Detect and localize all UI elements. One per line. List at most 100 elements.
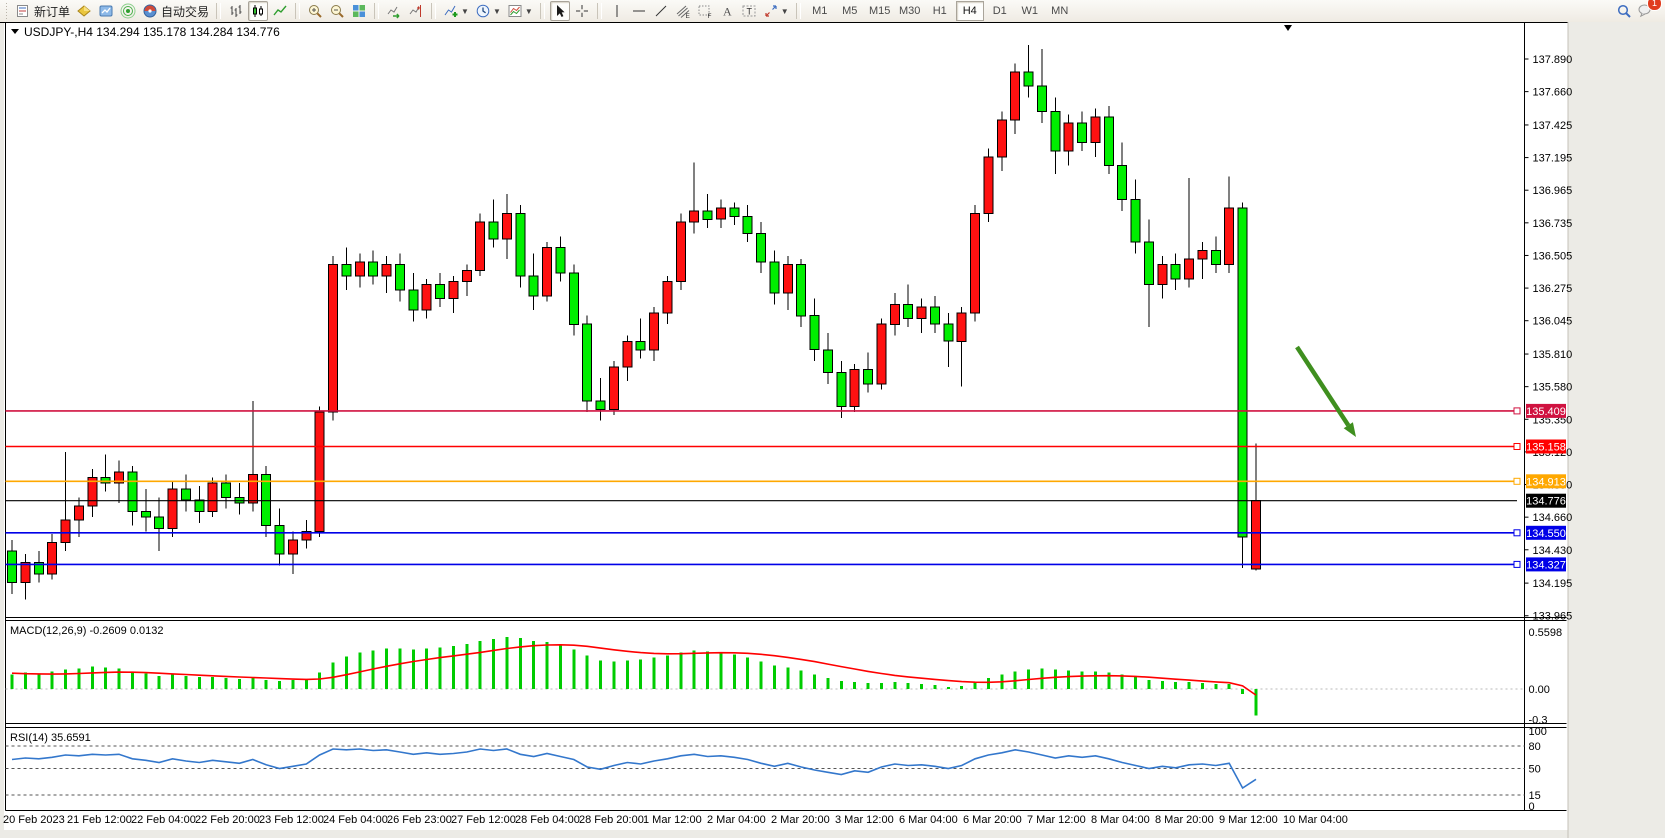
svg-text:2 Mar 04:00: 2 Mar 04:00 (707, 814, 766, 826)
svg-text:28 Feb 04:00: 28 Feb 04:00 (515, 814, 580, 826)
dropdown-arrow-icon: ▼ (492, 6, 501, 16)
toolbar-separator (795, 3, 801, 19)
svg-text:9 Mar 12:00: 9 Mar 12:00 (1219, 814, 1278, 826)
line-chart-button[interactable] (270, 1, 290, 21)
trendline-button[interactable] (651, 1, 671, 21)
autotrading-button[interactable]: 自动交易 (140, 1, 211, 21)
svg-text:135.409: 135.409 (1526, 406, 1566, 418)
text-label-button[interactable]: T (739, 1, 759, 21)
svg-text:137.195: 137.195 (1533, 153, 1573, 165)
svg-text:22 Feb 20:00: 22 Feb 20:00 (195, 814, 260, 826)
timeframe-button-w1[interactable]: W1 (1021, 5, 1038, 17)
zoom-out-button[interactable] (327, 1, 347, 21)
svg-text:3 Mar 12:00: 3 Mar 12:00 (835, 814, 894, 826)
svg-text:134.327: 134.327 (1526, 559, 1566, 571)
svg-text:2 Mar 20:00: 2 Mar 20:00 (771, 814, 830, 826)
equidistant-channel-button[interactable]: F (695, 1, 715, 21)
macd-histogram (5, 637, 1525, 716)
chart-area[interactable]: 137.890 137.660 137.425 137.195 136.965 136.7… (0, 22, 1665, 838)
arrows-button[interactable]: ▼ (761, 1, 791, 21)
gold-button[interactable] (74, 1, 94, 21)
vertical-line-icon (616, 5, 618, 17)
svg-text:134.660: 134.660 (1533, 512, 1573, 524)
main-toolbar: 新订单 自动交易 ▼ ▼ ▼ E F A T ▼ M1 M5 M15 M30 H1 H4 D1 W1 MN 1 (0, 0, 1665, 22)
auto-scroll-button[interactable] (384, 1, 404, 21)
signals-icon (120, 3, 136, 19)
toolbar-separator (596, 3, 602, 19)
svg-text:21 Feb 12:00: 21 Feb 12:00 (67, 814, 132, 826)
svg-text:8 Mar 20:00: 8 Mar 20:00 (1155, 814, 1214, 826)
add-indicator-button[interactable]: ▼ (441, 1, 471, 21)
new-order-button[interactable]: 新订单 (13, 1, 72, 21)
autotrading-label: 自动交易 (161, 4, 210, 19)
bar-chart-button[interactable] (226, 1, 246, 21)
new-order-icon (17, 5, 28, 17)
annotation-arrow-head[interactable] (1343, 422, 1356, 437)
annotation-arrow-shaft[interactable] (1295, 345, 1351, 427)
svg-text:134.776: 134.776 (1526, 496, 1566, 508)
autotrading-icon (143, 4, 157, 18)
timeframe-button-m5[interactable]: M5 (842, 5, 858, 17)
price-shift-marker[interactable] (1284, 25, 1292, 31)
svg-text:26 Feb 23:00: 26 Feb 23:00 (387, 814, 452, 826)
crosshair-button[interactable] (572, 1, 592, 21)
notification-badge: 1 (1647, 0, 1662, 11)
toolbar-grip (5, 3, 10, 19)
zoom-in-button[interactable] (305, 1, 325, 21)
chat-button-wrap[interactable]: 1 (1635, 0, 1662, 23)
fibonacci-icon: E (676, 5, 690, 19)
horizontal-line-button[interactable] (629, 1, 649, 21)
svg-text:134.913: 134.913 (1526, 476, 1566, 488)
timeframe-button-d1[interactable]: D1 (992, 5, 1007, 17)
zoom-out-icon (331, 5, 344, 18)
svg-text:1 Mar 12:00: 1 Mar 12:00 (643, 814, 702, 826)
svg-text:137.660: 137.660 (1533, 87, 1573, 99)
horizontal-price-lines[interactable]: 135.409 135.158 134.913 134.776 134.550 134.3… (5, 403, 1567, 572)
timeframe-button-m30[interactable]: M30 (899, 5, 921, 17)
svg-text:6 Mar 20:00: 6 Mar 20:00 (963, 814, 1022, 826)
svg-text:0.5598: 0.5598 (1529, 627, 1563, 639)
search-button[interactable] (1614, 1, 1634, 21)
toolbar-separator (431, 3, 437, 19)
signals-button[interactable] (118, 1, 138, 21)
svg-text:10 Mar 04:00: 10 Mar 04:00 (1283, 814, 1348, 826)
timeframe-button-mn[interactable]: MN (1051, 5, 1069, 17)
timeframe-button-m15[interactable]: M15 (869, 5, 891, 17)
toolbar-separator (295, 3, 301, 19)
svg-text:6 Mar 04:00: 6 Mar 04:00 (899, 814, 958, 826)
templates-button[interactable]: ▼ (505, 1, 535, 21)
macd-signal-line (11, 643, 1257, 696)
templates-icon (508, 5, 522, 17)
timeframe-button-m1[interactable]: M1 (812, 5, 828, 17)
svg-text:135.580: 135.580 (1533, 382, 1573, 394)
tile-windows-button[interactable] (349, 1, 369, 21)
svg-text:15: 15 (1529, 790, 1541, 802)
svg-text:28 Feb 20:00: 28 Feb 20:00 (579, 814, 644, 826)
periods-clock-button[interactable]: ▼ (473, 1, 503, 21)
svg-text:0: 0 (1529, 801, 1535, 813)
chart-title: USDJPY-,H4 134.294 135.178 134.284 134.7… (24, 25, 280, 39)
svg-text:136.045: 136.045 (1533, 316, 1573, 328)
svg-text:80: 80 (1529, 741, 1541, 753)
chart-upload-button[interactable] (96, 1, 116, 21)
chart-background (4, 22, 1569, 830)
line-chart-icon (273, 5, 287, 16)
svg-text:137.890: 137.890 (1533, 54, 1573, 66)
symbol-dropdown-icon[interactable] (11, 29, 19, 34)
candlestick-chart-button[interactable] (248, 1, 269, 21)
text-button[interactable]: A (717, 1, 737, 21)
timeframe-button-h4[interactable]: H4 (955, 1, 984, 21)
fibonacci-button[interactable]: E (673, 1, 693, 21)
chart-shift-button[interactable] (406, 1, 426, 21)
panel-borders (0, 22, 1568, 811)
cursor-button[interactable] (549, 1, 570, 21)
timeframe-button-h1[interactable]: H1 (932, 5, 947, 17)
svg-text:T: T (746, 7, 752, 17)
dropdown-arrow-icon: ▼ (461, 6, 469, 16)
dropdown-arrow-icon: ▼ (780, 6, 789, 16)
time-axis: 20 Feb 2023 21 Feb 12:00 22 Feb 04:00 22 Fe… (3, 814, 1348, 826)
vertical-line-button[interactable] (607, 1, 627, 21)
rsi-axis: 100 80 50 150 (1529, 726, 1547, 813)
toolbar-separator (539, 3, 545, 19)
rsi-levels (5, 745, 1525, 796)
